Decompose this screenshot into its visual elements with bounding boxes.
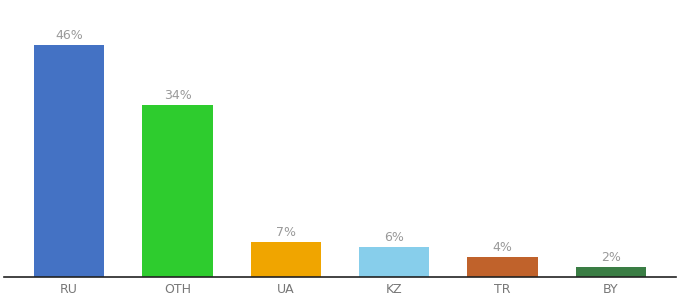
Bar	[34, 45, 104, 277]
Text: 2%: 2%	[601, 251, 621, 264]
Text: 6%: 6%	[384, 231, 404, 244]
Bar	[251, 242, 321, 277]
Text: 4%: 4%	[492, 241, 513, 254]
Text: 7%: 7%	[276, 226, 296, 239]
Text: 46%: 46%	[55, 28, 83, 42]
Bar	[467, 257, 538, 277]
Text: 34%: 34%	[164, 89, 191, 102]
Bar	[359, 247, 429, 277]
Bar	[142, 105, 213, 277]
Bar	[576, 267, 646, 277]
